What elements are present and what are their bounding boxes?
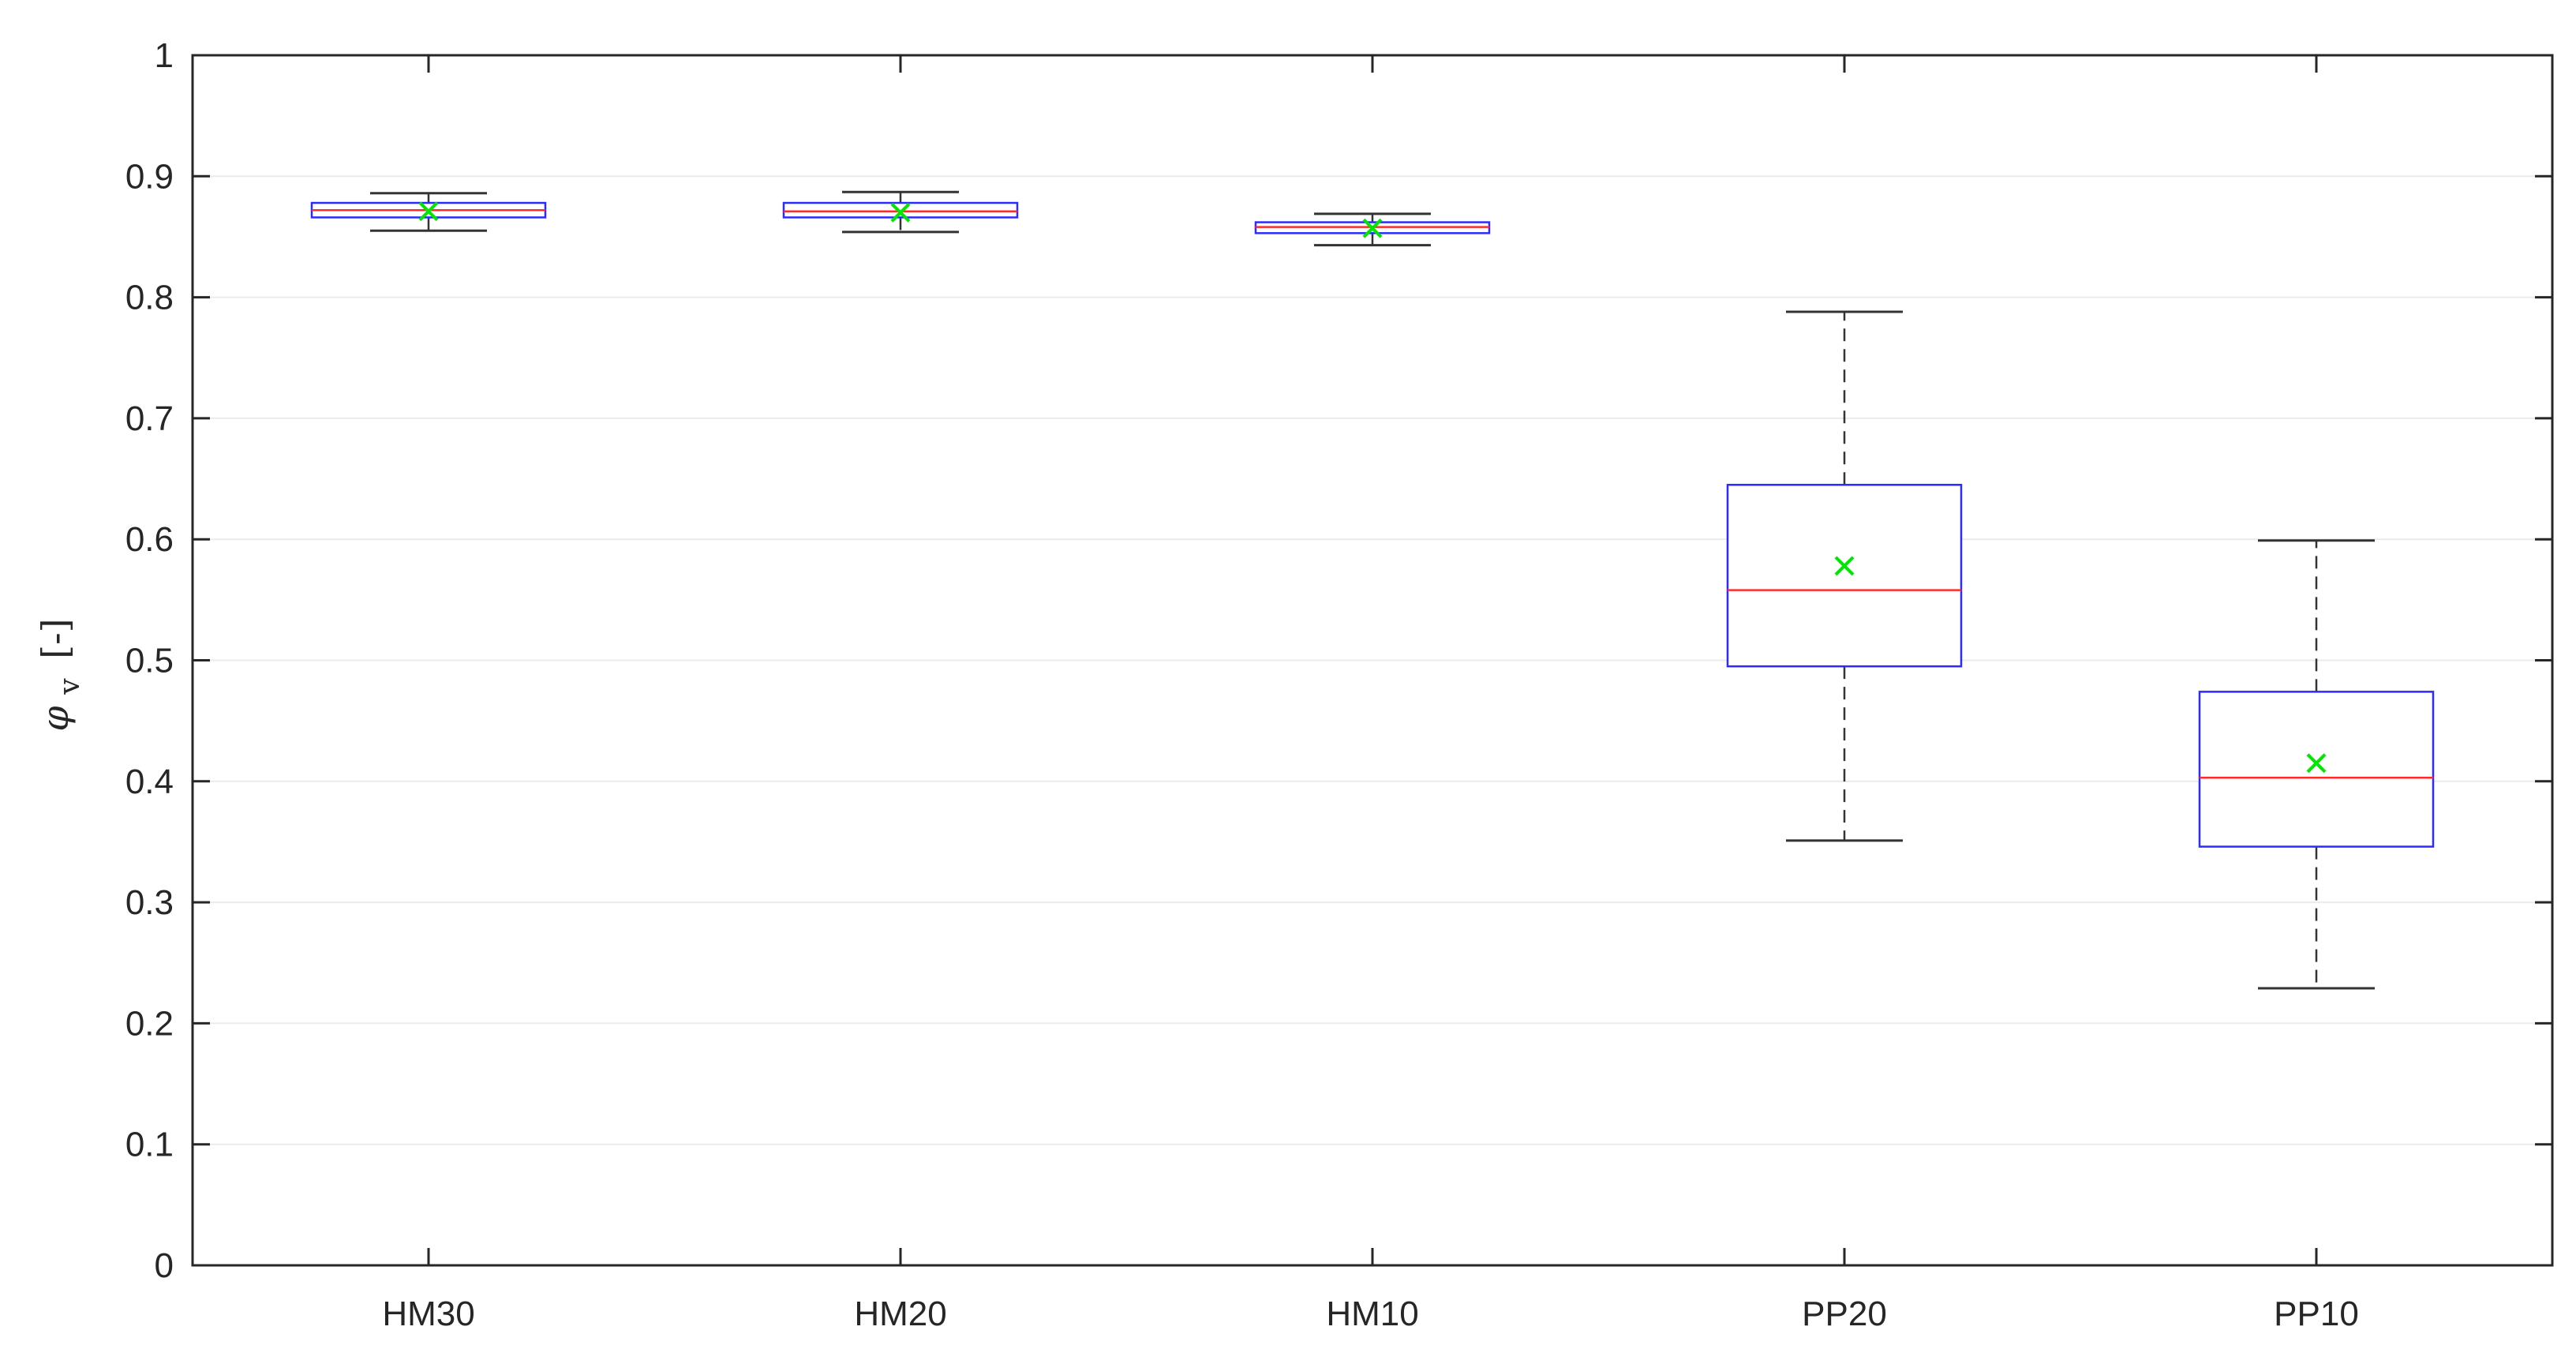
box-hm10 bbox=[1254, 212, 1491, 247]
box-pp10 bbox=[2198, 539, 2435, 990]
mean-marker bbox=[2306, 753, 2327, 774]
y-tick-label: 0.6 bbox=[125, 520, 174, 559]
y-tick-label: 0.4 bbox=[125, 763, 174, 801]
y-tick-label: 0 bbox=[155, 1246, 174, 1285]
mean-marker bbox=[890, 202, 911, 223]
y-tick-label: 0.8 bbox=[125, 279, 174, 317]
y-tick-label: 0.2 bbox=[125, 1004, 174, 1043]
mean-marker bbox=[418, 201, 439, 222]
iqr-box bbox=[2198, 691, 2435, 848]
x-tick-label: PP10 bbox=[2274, 1295, 2359, 1333]
box-hm30 bbox=[310, 192, 547, 232]
iqr-box bbox=[1726, 483, 1963, 668]
y-tick-label: 1 bbox=[155, 36, 174, 75]
box-hm20 bbox=[782, 190, 1019, 234]
y-axis-label-unit: [-] bbox=[34, 618, 77, 658]
axes-layer bbox=[191, 54, 2554, 1267]
x-tick-label: HM10 bbox=[1326, 1295, 1418, 1333]
y-tick-labels: 0 0.1 0.2 0.3 0.4 0.5 0.6 0.7 0.8 0.9 1 bbox=[125, 36, 174, 1285]
mean-marker bbox=[1834, 556, 1855, 576]
y-tick-label: 0.9 bbox=[125, 157, 174, 196]
x-tick-label: PP20 bbox=[1802, 1295, 1887, 1333]
plot-frame bbox=[191, 54, 2554, 1267]
y-axis-label-subscript: v bbox=[54, 678, 86, 695]
x-tick-label: HM30 bbox=[382, 1295, 474, 1333]
x-tick-label: HM20 bbox=[854, 1295, 946, 1333]
boxes-layer bbox=[310, 190, 2435, 990]
box-pp20 bbox=[1726, 310, 1963, 842]
x-tick-labels: HM30 HM20 HM10 PP20 PP10 bbox=[382, 1295, 2359, 1333]
y-tick-label: 0.5 bbox=[125, 642, 174, 680]
mean-marker bbox=[1362, 218, 1383, 238]
y-axis-label-symbol: φ bbox=[34, 706, 77, 732]
iqr-box bbox=[782, 201, 1019, 219]
y-axis-label: φ v [-] bbox=[34, 618, 88, 731]
y-tick-label: 0.7 bbox=[125, 399, 174, 438]
y-tick-label: 0.3 bbox=[125, 883, 174, 922]
y-tick-label: 0.1 bbox=[125, 1126, 174, 1164]
